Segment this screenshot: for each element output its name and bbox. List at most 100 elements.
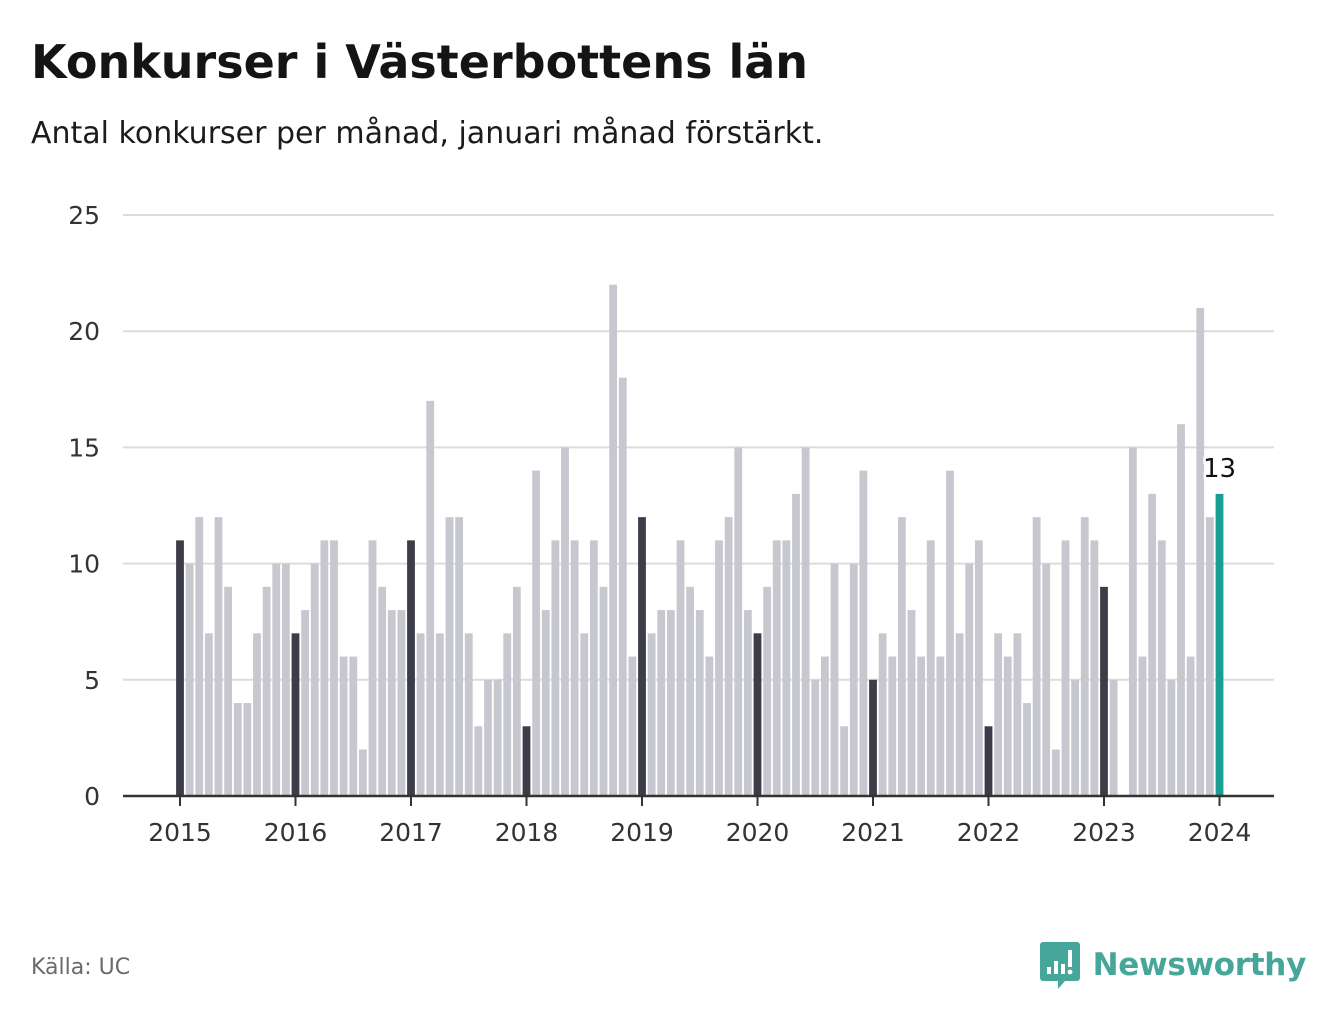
bar (897, 517, 906, 796)
bar (397, 610, 406, 796)
bar (753, 633, 762, 796)
x-tick-label: 2022 (957, 818, 1021, 847)
bar (253, 633, 261, 796)
chart-title: Konkurser i Västerbottens län (31, 35, 809, 89)
bar (1109, 679, 1118, 796)
bar (811, 679, 820, 796)
bar (407, 540, 415, 796)
bar (907, 610, 916, 796)
y-tick-label: 20 (68, 317, 100, 346)
bar (618, 377, 627, 796)
bar (233, 703, 242, 796)
x-tick-label: 2020 (726, 818, 790, 847)
y-axis-ticks: 0 5 10 15 20 25 (68, 201, 100, 811)
bar (830, 563, 839, 796)
y-tick-label: 10 (68, 550, 100, 579)
bar (224, 586, 233, 796)
bar (869, 679, 877, 796)
x-tick-label: 2016 (264, 818, 328, 847)
x-tick-label: 2017 (379, 818, 443, 847)
bar (686, 586, 695, 796)
bar (580, 633, 589, 796)
bar (378, 586, 387, 796)
bar (1003, 656, 1012, 796)
bar (743, 610, 752, 796)
x-tick-label: 2021 (841, 818, 905, 847)
bar (792, 493, 800, 796)
bar (1177, 424, 1185, 796)
bar (426, 400, 435, 796)
bar (666, 610, 675, 796)
bar (647, 633, 656, 796)
annotation: 13 (1200, 451, 1238, 486)
bar (1090, 540, 1099, 796)
bar (204, 633, 213, 796)
bar (763, 586, 772, 796)
bar (214, 517, 223, 796)
bar (455, 517, 464, 796)
bars (176, 284, 1224, 796)
bar (801, 447, 810, 796)
y-tick-label: 15 (68, 433, 100, 462)
chart-subtitle: Antal konkurser per månad, januari månad… (31, 116, 824, 151)
y-tick-label: 0 (84, 782, 100, 811)
bar (1186, 656, 1195, 796)
bar (1167, 679, 1176, 796)
bar (609, 284, 618, 796)
y-tick-label: 25 (68, 201, 100, 230)
bar (1205, 517, 1214, 796)
bar (349, 656, 358, 796)
bar (339, 656, 348, 796)
bar (1100, 586, 1108, 796)
bar (1080, 517, 1089, 796)
bar (503, 633, 512, 796)
bar (1042, 563, 1051, 796)
x-tick-label: 2023 (1072, 818, 1136, 847)
bar (782, 540, 791, 796)
bar (734, 447, 743, 796)
bar (840, 726, 849, 796)
bar (532, 470, 541, 796)
bar (262, 586, 271, 796)
source-label: Källa: UC (31, 955, 131, 980)
bar (1061, 540, 1070, 796)
bar (1148, 493, 1157, 796)
bar (946, 470, 954, 796)
bar (291, 633, 300, 796)
bar (1215, 493, 1224, 796)
bar (705, 656, 714, 796)
bar (859, 470, 868, 796)
bar (955, 633, 964, 796)
bar (1157, 540, 1166, 796)
bar (464, 633, 473, 796)
bar (657, 610, 666, 796)
x-axis: 2015 2016 2017 2018 2019 2020 2021 2022 2023 2024 (123, 794, 1274, 847)
bar (638, 517, 646, 796)
newsworthy-logo-icon (1039, 942, 1080, 989)
bar (272, 563, 281, 796)
bar (1013, 633, 1022, 796)
bar (387, 610, 396, 796)
bar (1071, 679, 1080, 796)
bar (330, 540, 338, 796)
bar (570, 540, 579, 796)
bar (772, 540, 781, 796)
bar (551, 540, 560, 796)
bar (358, 749, 367, 796)
bar (1051, 749, 1060, 796)
bar (1138, 656, 1147, 796)
bar (243, 703, 252, 796)
brand-name: Newsworthy (1092, 947, 1307, 983)
bar (484, 679, 492, 796)
bar (281, 563, 290, 796)
bar (984, 726, 993, 796)
brand: Newsworthy (1039, 940, 1306, 990)
bar (195, 517, 204, 796)
x-tick-label: 2018 (495, 818, 559, 847)
bar (965, 563, 974, 796)
value-label: 13 (1203, 454, 1236, 484)
bar (435, 633, 444, 796)
bar (1032, 517, 1041, 796)
bar (561, 447, 569, 796)
bar (820, 656, 829, 796)
